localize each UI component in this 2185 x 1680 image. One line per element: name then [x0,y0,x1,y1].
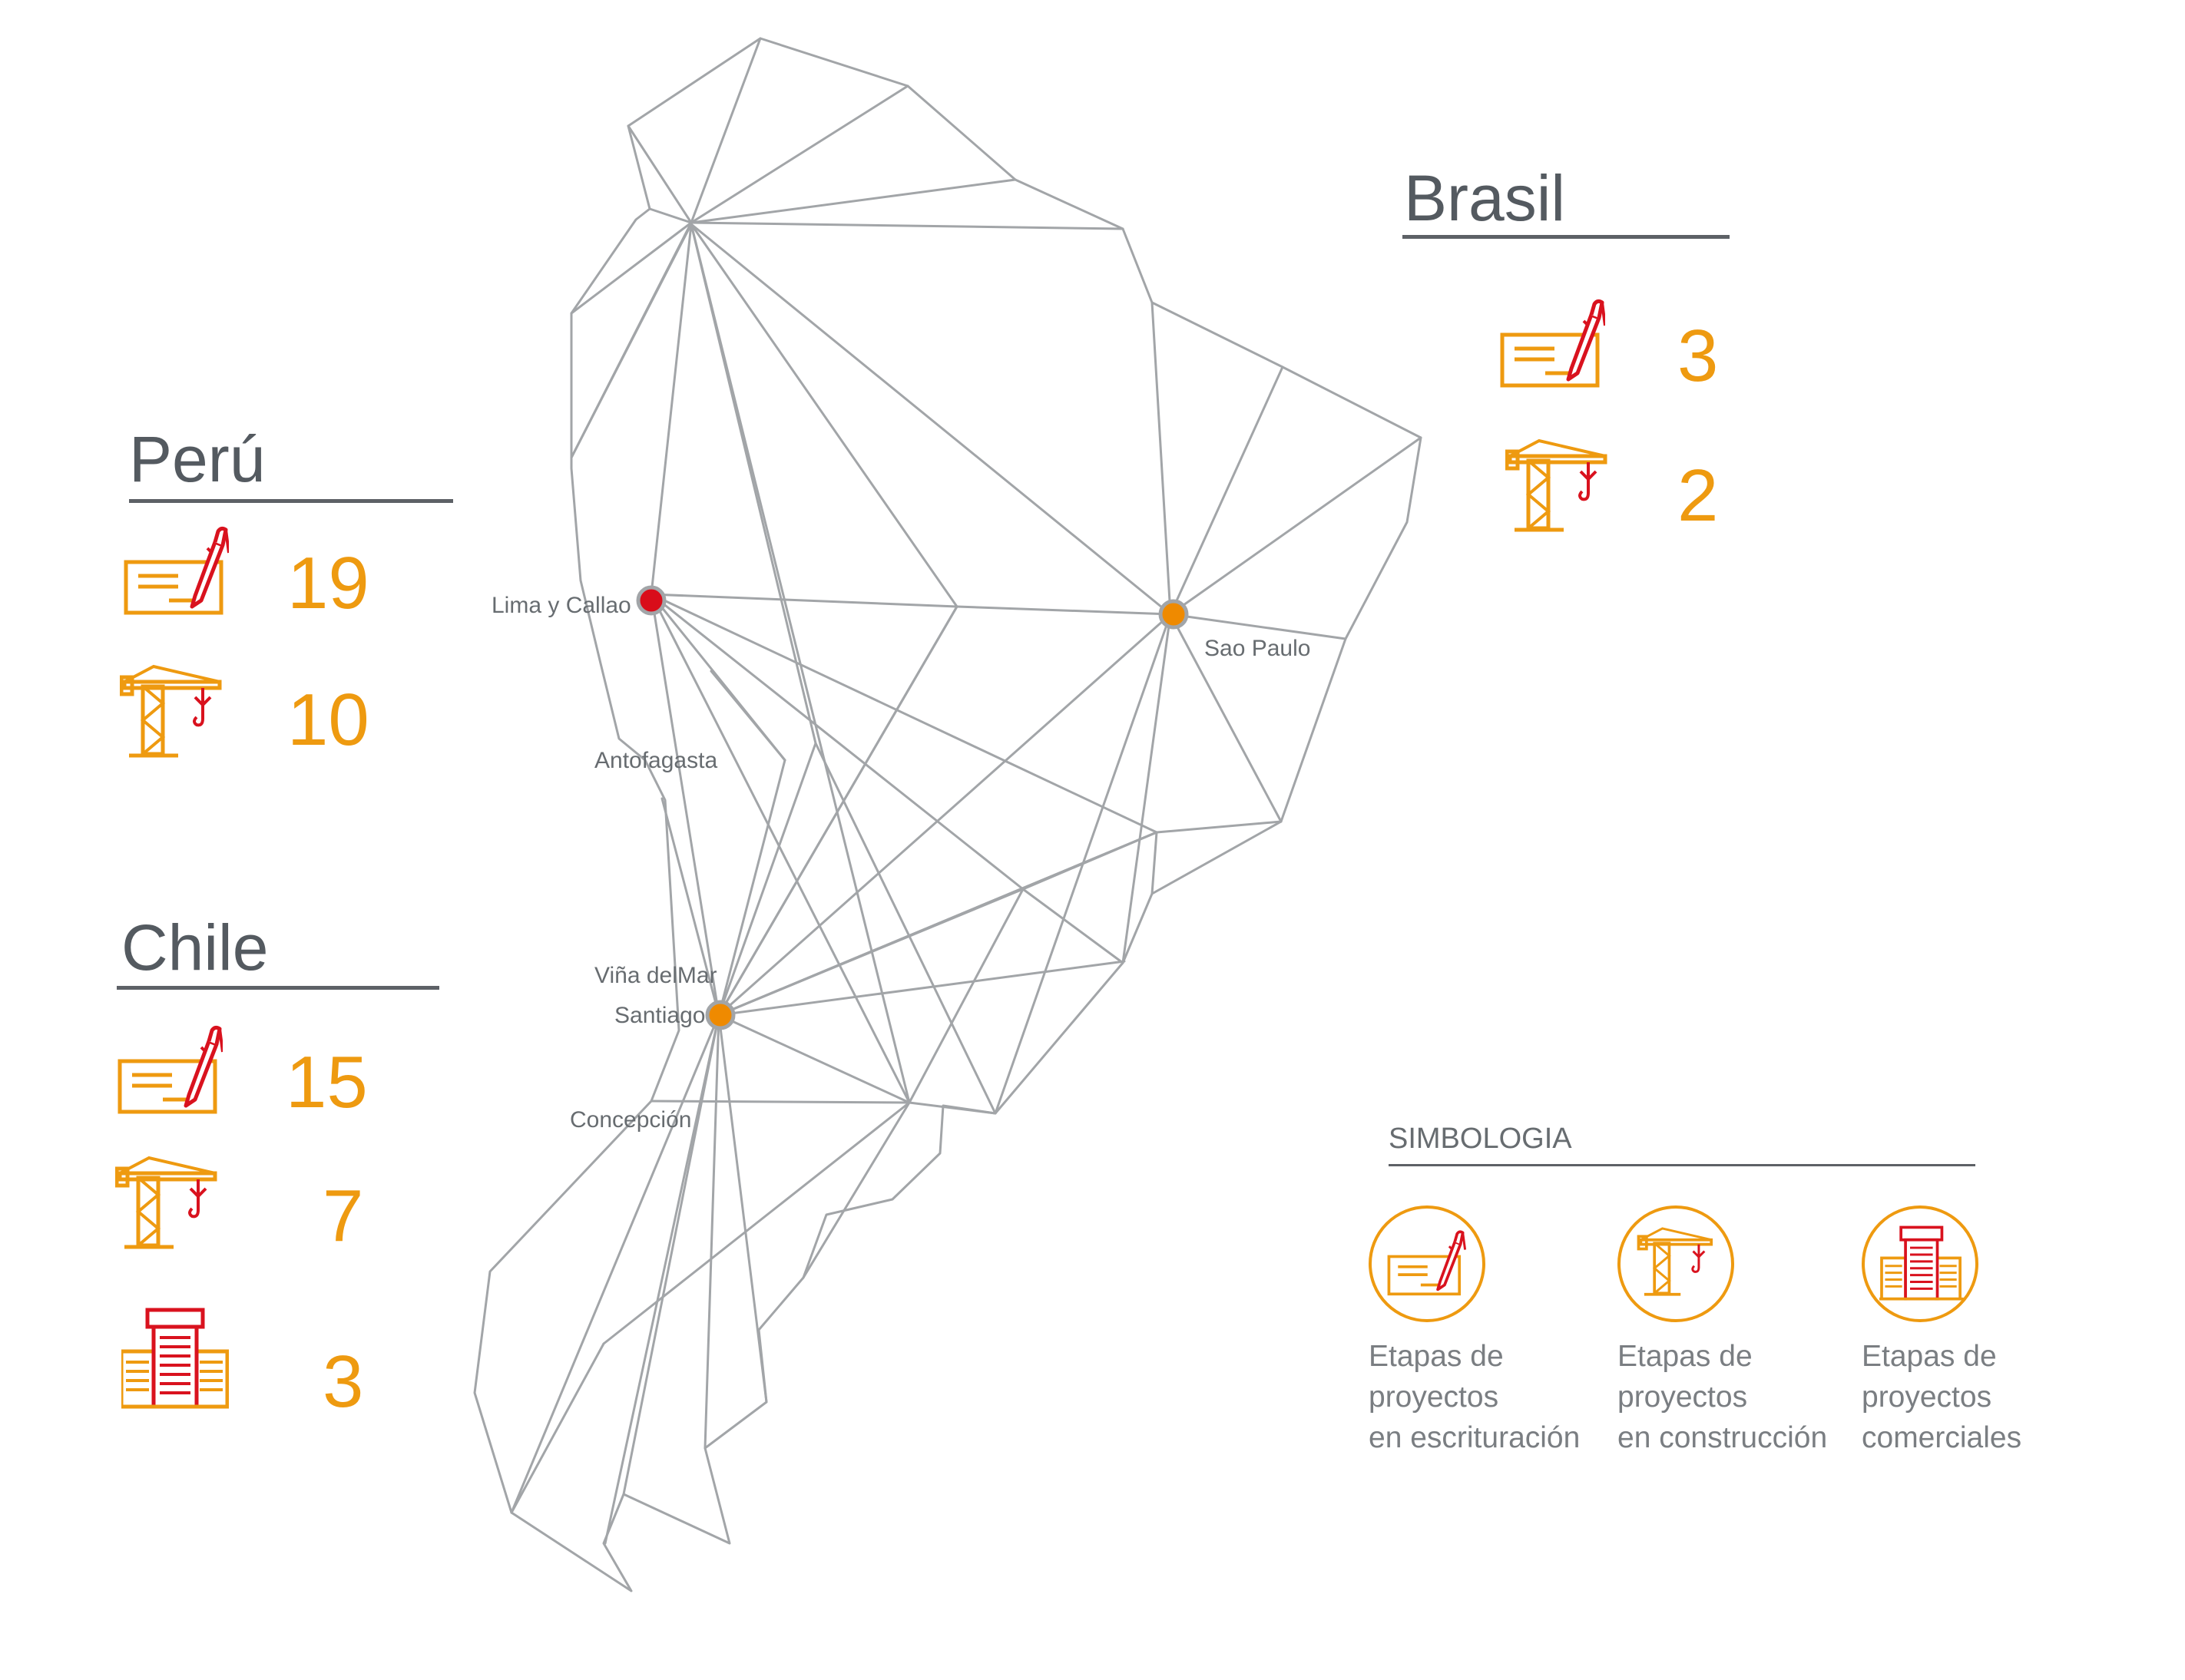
commercial-buildings-icon [1879,1225,1964,1301]
wireframe-edge [717,888,1025,1017]
wireframe-edge [660,797,720,1017]
commercial-buildings-icon [121,1308,229,1409]
city-label-concepcion: Concepción [570,1107,692,1133]
wireframe-edge [717,613,1172,1017]
wireframe-edge [650,1100,911,1104]
wireframe-edge [955,605,1172,616]
signing-contract-icon [1500,299,1605,388]
wireframe-edge [627,124,693,224]
legend-circle-construccion [1617,1205,1734,1322]
wireframe-edge [604,1014,720,1545]
wireframe-edge [908,1101,997,1115]
city-label-santiago: Santiago [614,1003,706,1028]
peru-construccion-count: 10 [287,679,369,761]
peru-escrituracion-count: 19 [287,542,369,624]
construction-crane-icon [1505,438,1607,532]
wireframe-edge [650,593,1025,891]
chile-construccion-count: 7 [323,1175,364,1257]
wireframe-edge [690,221,1124,230]
chile-escrituracion-count: 15 [286,1041,368,1123]
wireframe-edge [602,1101,911,1345]
construction-crane-icon [120,664,222,758]
wireframe-edge [650,593,958,608]
wireframe-edge [1150,831,1158,895]
wireframe-edge [717,960,1126,1017]
wireframe-edge [1150,301,1172,616]
wireframe-edge [717,605,958,1017]
wireframe-edge [1169,613,1347,640]
signing-contract-icon [118,1025,223,1114]
wireframe-edge [690,37,762,224]
brasil-construccion-count: 2 [1677,455,1719,537]
wireframe-edge [1169,436,1422,616]
wireframe-edge [690,223,958,608]
construction-crane-icon [1637,1227,1713,1296]
legend-title-underline [1389,1164,1975,1166]
peru-title-underline [129,499,453,503]
legend-title: SIMBOLOGIA [1389,1123,1572,1155]
wireframe-edge [648,207,693,224]
continent-outline [473,37,1422,1592]
city-label-vina-del-mar: Viña delMar [594,963,717,988]
chile-title: Chile [121,911,269,984]
wireframe-edge [814,742,997,1115]
wireframe-edge [650,593,911,1104]
wireframe-edge [704,1014,720,1450]
wireframe-edge [1155,820,1283,834]
legend-circle-comerciales [1862,1205,1978,1322]
signing-contract-icon [1387,1230,1467,1296]
city-marker [1158,599,1189,630]
map-wireframe-lines [473,37,1422,1592]
chile-title-underline [117,986,439,990]
wireframe-edge [1021,888,1124,964]
legend-caption-construccion: Etapas de proyectos en construcción [1617,1340,1828,1454]
wireframe-edge [1021,831,1158,891]
wireframe-edge [710,670,786,762]
brasil-escrituracion-count: 3 [1677,315,1719,397]
peru-title: Perú [129,423,266,495]
wireframe-edge [570,223,693,459]
signing-contract-icon [124,526,229,615]
city-label-lima: Lima y Callao [492,593,631,618]
wireframe-edge [1169,613,1283,823]
city-label-antofagasta: Antofagasta [594,748,718,773]
wireframe-edge [802,1101,911,1279]
construction-crane-icon [115,1156,217,1249]
wireframe-edge [690,84,909,224]
wireframe-edge [650,593,1158,834]
wireframe-edge [908,888,1025,1104]
wireframe-edge [1121,613,1172,964]
wireframe-edge [510,1342,605,1514]
wireframe-edge [690,223,1172,616]
wireframe-edge [717,1014,911,1104]
wireframe-edge [650,223,693,596]
chile-comerciales-count: 3 [323,1341,364,1423]
brasil-title: Brasil [1404,162,1566,234]
wireframe-edge [510,1014,720,1514]
city-label-sao-paulo: Sao Paulo [1204,636,1311,661]
wireframe-edge [622,1014,720,1496]
wireframe-edge [717,759,786,1017]
legend-circle-escrituracion [1369,1205,1485,1322]
wireframe-edge [1169,365,1284,616]
legend-caption-comerciales: Etapas de proyectos comerciales [1862,1340,2022,1454]
city-marker [636,585,667,616]
city-markers [636,585,1189,1030]
legend-caption-escrituracion: Etapas de proyectos en escrituración [1369,1340,1581,1454]
wireframe-edge [650,593,720,1017]
city-marker [705,1000,736,1030]
brasil-title-underline [1402,235,1730,239]
wireframe-edge [717,742,817,1017]
wireframe-edge [690,178,1017,224]
wireframe-edge [717,1014,768,1404]
wireframe-edge [570,221,693,315]
